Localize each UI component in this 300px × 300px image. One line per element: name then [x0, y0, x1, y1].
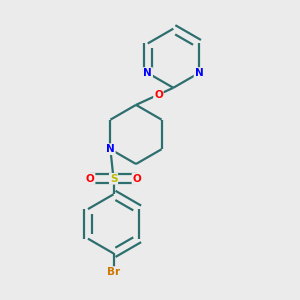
Text: N: N: [194, 68, 203, 78]
Text: O: O: [86, 174, 94, 184]
Text: S: S: [110, 174, 117, 184]
Text: Br: Br: [107, 267, 120, 277]
Text: O: O: [133, 174, 141, 184]
Text: N: N: [143, 68, 152, 78]
Text: O: O: [154, 90, 163, 100]
Text: N: N: [106, 144, 115, 154]
